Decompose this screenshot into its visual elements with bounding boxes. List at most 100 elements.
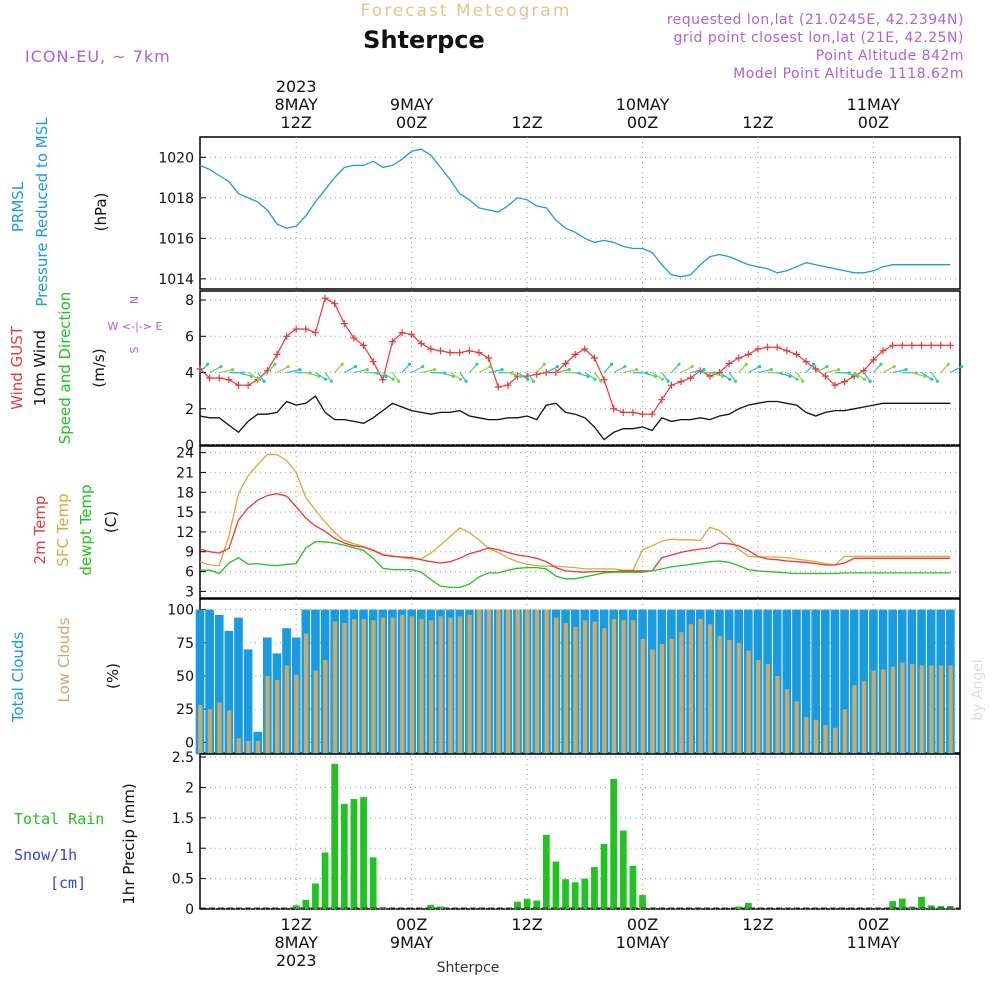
rain-bar	[735, 906, 743, 909]
rain-bar	[947, 905, 954, 909]
wind-direction-arrow-head	[555, 364, 560, 369]
gust-marker	[898, 341, 906, 349]
time-label: 00Z	[627, 113, 658, 132]
wind-direction-arrow-head	[433, 368, 437, 372]
wind-direction-arrow-head	[690, 364, 694, 369]
total-clouds-bar	[205, 609, 214, 755]
low-clouds-bar	[400, 614, 405, 755]
low-clouds-bar	[390, 617, 395, 755]
low-clouds-bar	[525, 609, 530, 755]
y-tick-label: 18	[176, 485, 194, 501]
wind-direction-arrow	[805, 363, 815, 373]
wind-direction-arrow-head	[801, 379, 805, 383]
low-clouds-bar	[756, 660, 761, 755]
wind-direction-arrow	[555, 369, 570, 374]
wind-direction-arrow	[670, 363, 680, 373]
wind-direction-arrow-head	[256, 377, 260, 381]
low-clouds-bar	[409, 616, 415, 755]
wind-direction-arrow-head	[500, 368, 504, 372]
time-label: 12Z	[511, 113, 542, 132]
rain-bar	[562, 879, 569, 909]
low-clouds-bar	[611, 618, 617, 755]
low-clouds-bar	[688, 624, 694, 755]
wind-direction-arrow	[536, 363, 545, 373]
low-clouds-bar	[630, 620, 636, 755]
gust-marker	[562, 359, 570, 367]
wind-direction-arrow-head	[757, 364, 762, 369]
wind-direction-arrow-head	[635, 368, 639, 372]
gust-marker	[408, 330, 416, 338]
precip-unit: 1hr Precip (mm)	[120, 783, 138, 904]
watermark: by Angel	[970, 659, 986, 720]
low-clouds-bar	[909, 664, 915, 755]
wind-direction-arrow-head	[593, 377, 597, 381]
wind-direction-arrow-head	[769, 368, 773, 372]
wind-direction-arrow-head	[702, 368, 706, 372]
wind-direction-arrow-head	[812, 362, 816, 366]
low-clouds-bar	[438, 616, 443, 755]
low-clouds-bar	[265, 676, 270, 755]
gust-marker	[504, 381, 512, 389]
gust-marker	[494, 383, 502, 391]
time-label: 12Z	[511, 915, 542, 934]
wind-direction-arrow-head	[421, 364, 425, 369]
wind-direction-arrow-head	[862, 377, 867, 381]
gust-marker	[350, 334, 358, 342]
time-label: 10MAY	[616, 95, 670, 114]
total-clouds-bar	[243, 649, 253, 755]
low-clouds-bar	[467, 614, 472, 755]
temperature-panel: 3 6 9 12 15 18 21 24	[176, 445, 961, 600]
low-clouds-bar	[554, 617, 559, 755]
clouds-panel: 0 25 50 75 100	[167, 598, 961, 755]
wind-direction-arrow-head	[298, 368, 302, 372]
gust-marker	[764, 343, 772, 351]
wind-direction-arrow	[411, 366, 424, 374]
gust-marker	[475, 349, 483, 357]
low-clouds-bar	[890, 666, 896, 755]
wind-direction-arrow	[930, 372, 938, 382]
pressure-label-2: Pressure Reduced to MSL	[33, 117, 51, 307]
wind-direction-arrow-head	[329, 379, 334, 383]
wind-direction-arrow	[738, 363, 747, 373]
gust-marker	[600, 376, 608, 384]
gust-marker	[802, 358, 810, 366]
y-tick-label: 6	[185, 565, 194, 581]
low-clouds-bar	[419, 618, 424, 755]
wind-direction-arrow-head	[475, 362, 479, 366]
wind-direction-arrow	[613, 366, 626, 374]
gust-marker	[234, 381, 242, 389]
info-line-1: requested lon,lat (21.0245E, 42.2394N)	[667, 12, 964, 28]
total-clouds-bar	[811, 609, 821, 755]
wind-direction-arrow	[911, 371, 925, 377]
gust-marker	[485, 354, 493, 362]
time-label: 2023	[276, 951, 317, 970]
y-tick-label: 0	[185, 902, 194, 918]
dewpt-label: dewpt Temp	[77, 484, 95, 575]
time-label: 11MAY	[847, 933, 901, 952]
clouds-panel-labels: Total Clouds Low Clouds (%)	[9, 617, 122, 723]
wind-direction-arrow	[247, 372, 259, 380]
low-clouds-bar	[948, 665, 953, 755]
total-clouds-bar	[792, 609, 801, 755]
snow-unit-label: [cm]	[50, 874, 86, 892]
wind-direction-arrow-head	[391, 377, 395, 381]
wind-direction-arrow	[507, 371, 521, 377]
wind-direction-arrow	[709, 371, 723, 377]
gust-marker	[398, 329, 406, 337]
wind-direction-arrow	[950, 366, 962, 374]
wind-direction-arrow	[526, 372, 534, 382]
wind-direction-arrow	[372, 371, 387, 377]
gust-marker	[754, 345, 762, 353]
rain-bar	[600, 843, 608, 909]
gust-marker	[677, 378, 685, 386]
panel-frame	[199, 136, 961, 290]
total-clouds-bar	[234, 617, 243, 755]
wind-direction-arrow-head	[464, 379, 468, 383]
low-clouds-label: Low Clouds	[55, 617, 73, 702]
gust-marker	[648, 410, 656, 418]
wind-direction-arrow	[546, 366, 558, 374]
rain-label: Total Rain	[14, 810, 104, 828]
low-clouds-bar	[919, 665, 924, 755]
pressure-line	[199, 148, 951, 278]
rain-bar	[427, 904, 435, 909]
